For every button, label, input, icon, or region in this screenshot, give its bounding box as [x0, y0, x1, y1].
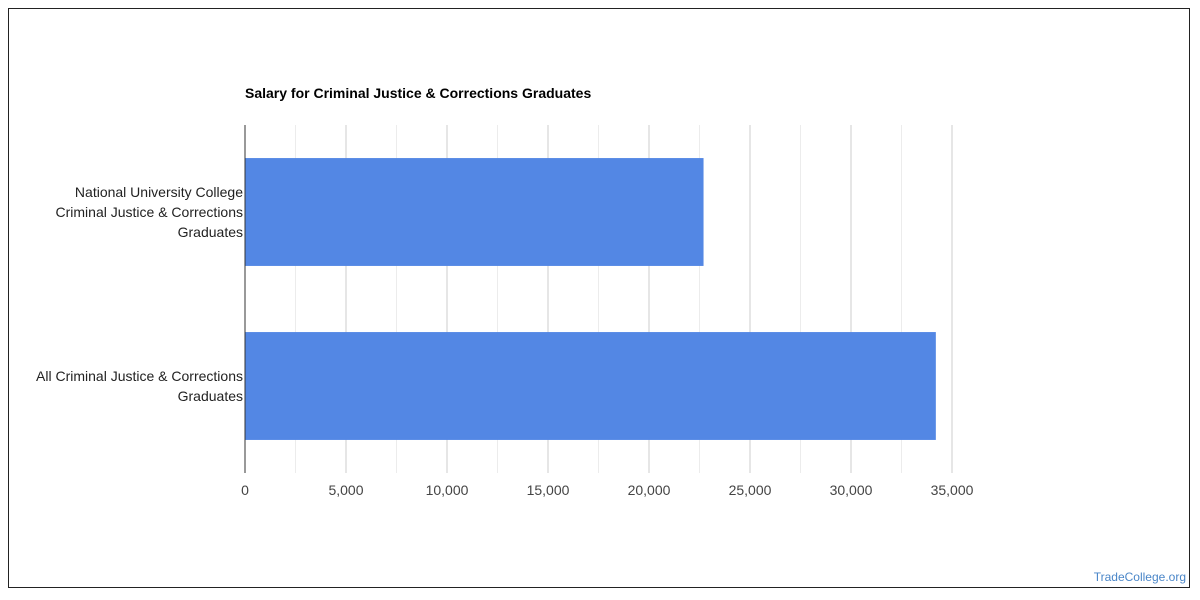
category-label-line: All Criminal Justice & Corrections [36, 368, 243, 384]
chart-title: Salary for Criminal Justice & Correction… [245, 85, 592, 101]
bar[interactable] [245, 158, 704, 266]
x-tick-label: 30,000 [830, 482, 873, 498]
category-label-line: Graduates [178, 224, 243, 240]
category-label-line: National University College [75, 184, 243, 200]
category-label-line: Graduates [178, 388, 243, 404]
x-tick-label: 35,000 [931, 482, 974, 498]
x-tick-labels: 0 5,000 10,000 15,000 20,000 25,000 30,000 35,0… [241, 482, 974, 498]
category-labels: National University College Criminal Just… [36, 184, 243, 404]
x-tick-label: 15,000 [527, 482, 570, 498]
x-tick-label: 10,000 [426, 482, 469, 498]
x-tick-label: 20,000 [628, 482, 671, 498]
x-tick-label: 5,000 [328, 482, 363, 498]
bars [245, 158, 936, 440]
category-label: All Criminal Justice & Corrections Gradua… [36, 368, 243, 404]
bar[interactable] [245, 332, 936, 440]
category-label: National University College Criminal Just… [56, 184, 244, 240]
x-tick-label: 0 [241, 482, 249, 498]
watermark-link[interactable]: TradeCollege.org [1093, 570, 1186, 584]
category-label-line: Criminal Justice & Corrections [56, 204, 244, 220]
x-tick-label: 25,000 [729, 482, 772, 498]
